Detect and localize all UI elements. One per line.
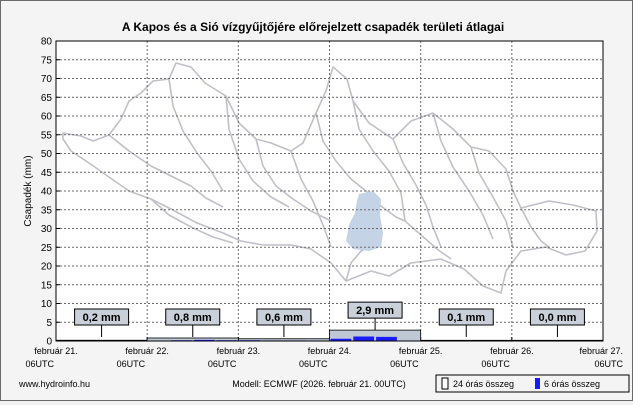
- legend: 24 órás összeg 6 órás összeg: [436, 375, 629, 392]
- x-tick-label-time: 06UTC: [390, 359, 419, 369]
- x-tick-label-time: 06UTC: [299, 359, 328, 369]
- legend-swatch-six-hour: [535, 378, 540, 389]
- chart-title: A Kapos és a Sió vízgyűjtőjére előrejelz…: [122, 20, 504, 34]
- x-tick-label: február 22.: [125, 346, 169, 356]
- y-tick-label: 15: [41, 280, 53, 291]
- x-tick-label: február 23.: [217, 346, 261, 356]
- legend-swatch-daily: [442, 378, 448, 389]
- legend-label-six-hour: 6 órás összeg: [544, 379, 600, 389]
- y-tick-label: 70: [41, 74, 53, 85]
- x-tick-label: február 26.: [490, 346, 534, 356]
- daily-label: 0,1 mm: [447, 312, 485, 324]
- y-tick-label: 5: [46, 318, 52, 329]
- x-tick-label: február 21.: [34, 346, 78, 356]
- y-axis-label: Csapadék (mm): [23, 155, 34, 226]
- x-tick-label: február 25.: [399, 346, 443, 356]
- x-tick-label-time: 06UTC: [594, 359, 623, 369]
- legend-label-daily: 24 órás összeg: [453, 379, 514, 389]
- daily-label: 0,8 mm: [174, 312, 212, 324]
- y-tick-label: 65: [41, 93, 53, 104]
- y-tick-label: 75: [41, 55, 53, 66]
- x-tick-label-time: 06UTC: [208, 359, 237, 369]
- x-axis-ticks: február 21. 06UTC február 22. 06UTC február …: [25, 337, 623, 369]
- six-hour-bar: [353, 337, 374, 342]
- y-tick-label: 50: [41, 149, 53, 160]
- x-tick-label: február 27.: [579, 346, 623, 356]
- y-tick-label: 60: [41, 112, 53, 123]
- x-tick-label: február 24.: [308, 346, 352, 356]
- source-link[interactable]: www.hydroinfo.hu: [18, 379, 90, 389]
- x-tick-label-time: 06UTC: [117, 359, 146, 369]
- y-tick-label: 30: [41, 224, 53, 235]
- model-info: Modell: ECMWF (2026. február 21. 00UTC): [232, 379, 406, 389]
- daily-label: 0,0 mm: [538, 312, 576, 324]
- daily-label: 0,2 mm: [83, 312, 121, 324]
- y-tick-label: 40: [41, 187, 53, 198]
- y-tick-label: 10: [41, 299, 53, 310]
- y-tick-label: 55: [41, 130, 53, 141]
- y-tick-label: 80: [41, 37, 53, 48]
- y-tick-label: 20: [41, 262, 53, 273]
- x-tick-label-time: 06UTC: [25, 359, 54, 369]
- daily-label: 0,6 mm: [265, 312, 303, 324]
- y-tick-label: 25: [41, 243, 53, 254]
- daily-label: 2,9 mm: [356, 305, 394, 317]
- x-tick-label-time: 06UTC: [481, 359, 510, 369]
- six-hour-bar: [376, 337, 397, 341]
- y-tick-label: 45: [41, 168, 53, 179]
- y-tick-label: 35: [41, 205, 53, 216]
